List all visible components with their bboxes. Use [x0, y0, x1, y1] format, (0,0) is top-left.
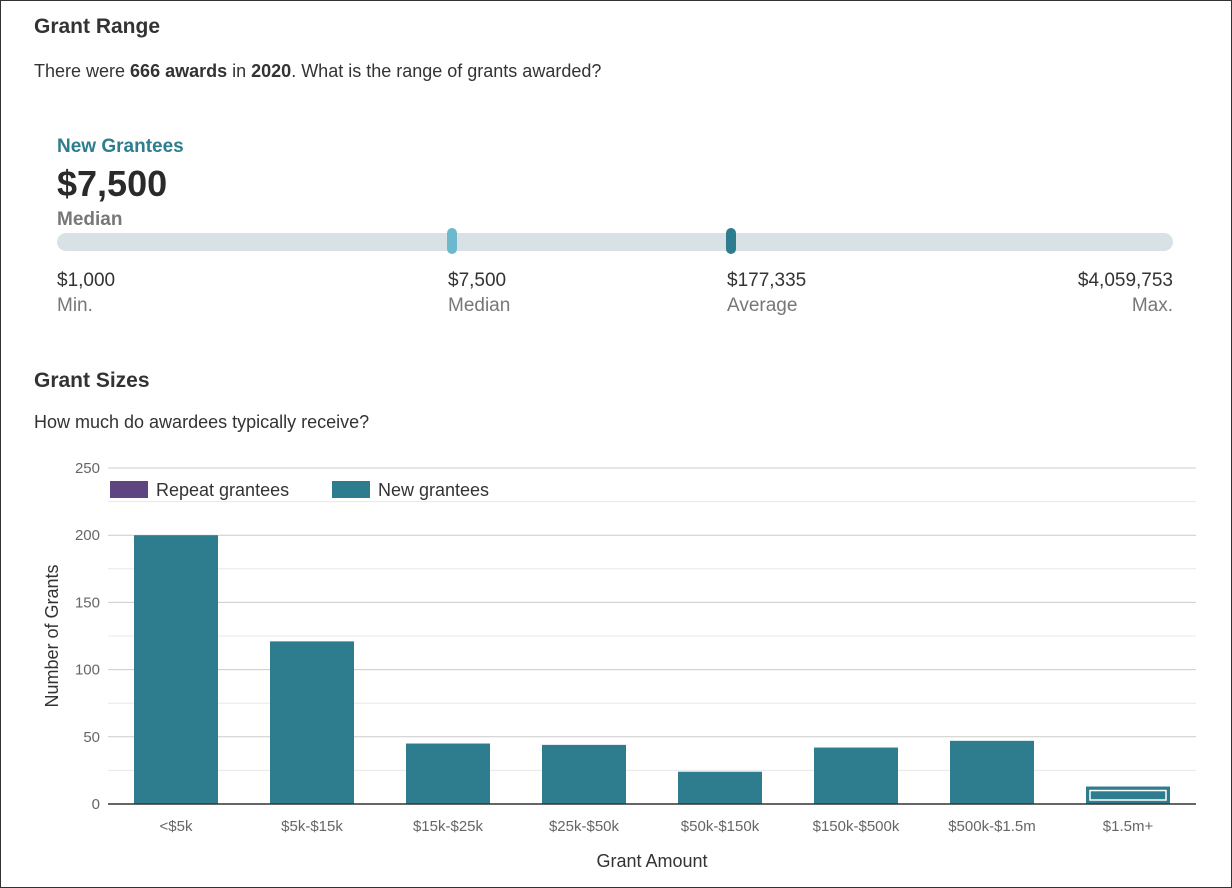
bar	[542, 744, 626, 804]
grant-sizes-subtitle: How much do awardees typically receive?	[34, 412, 370, 432]
bar	[678, 771, 762, 804]
range-track	[57, 233, 1173, 251]
average-marker	[726, 228, 736, 254]
legend-label-new: New grantees	[378, 480, 489, 500]
stat-max: $4,059,753 Max.	[1077, 270, 1173, 316]
legend-label-repeat: Repeat grantees	[156, 480, 289, 500]
y-tick-label: 100	[75, 662, 100, 679]
x-tick-label: $150k-$500k	[813, 818, 900, 835]
grant-range-intro: There were 666 awards in 2020. What is t…	[34, 61, 602, 81]
median-value: $7,500	[57, 163, 168, 204]
bar-highlight	[1089, 789, 1167, 801]
bar	[270, 641, 354, 804]
stat-min: $1,000 Min.	[57, 270, 116, 316]
x-tick-label: $1.5m+	[1103, 818, 1154, 835]
legend-swatch-repeat	[110, 481, 148, 498]
y-tick-label: 250	[75, 460, 100, 477]
x-tick-label: $5k-$15k	[281, 818, 343, 835]
y-tick-label: 50	[83, 729, 100, 746]
stat-average: $177,335 Average	[727, 270, 807, 316]
x-axis-label: Grant Amount	[596, 851, 707, 871]
x-tick-label: $15k-$25k	[413, 818, 484, 835]
x-tick-label: $50k-$150k	[681, 818, 760, 835]
bar	[134, 535, 218, 804]
stat-median: $7,500 Median	[448, 270, 511, 316]
grant-sizes-title: Grant Sizes	[34, 369, 150, 392]
x-tick-label: <$5k	[160, 818, 193, 835]
x-tick-label: $25k-$50k	[549, 818, 620, 835]
bar	[950, 740, 1034, 804]
y-axis-label: Number of Grants	[42, 564, 62, 707]
y-tick-label: 150	[75, 594, 100, 611]
grant-range-title: Grant Range	[34, 15, 161, 38]
x-tick-label: $500k-$1.5m	[948, 818, 1036, 835]
bar	[406, 743, 490, 804]
bar	[814, 747, 898, 804]
group-label: New Grantees	[57, 136, 184, 157]
legend-swatch-new	[332, 481, 370, 498]
bar	[1086, 786, 1170, 804]
median-marker	[447, 228, 457, 254]
median-label: Median	[57, 209, 123, 230]
y-tick-label: 0	[92, 796, 100, 813]
y-tick-label: 200	[75, 527, 100, 544]
